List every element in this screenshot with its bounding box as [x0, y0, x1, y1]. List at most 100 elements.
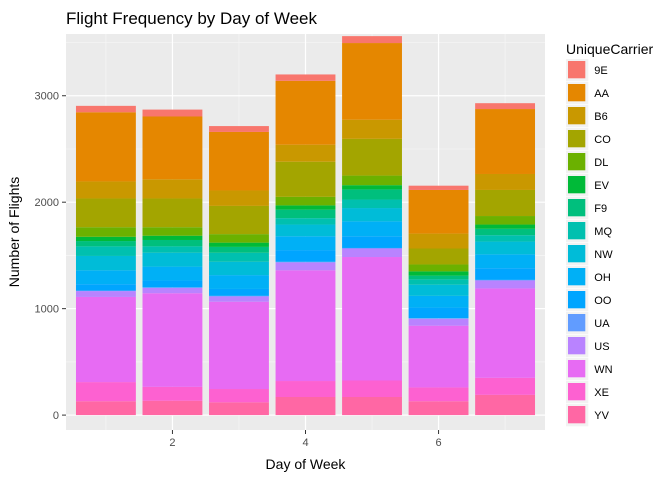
bar-segment-ev-day-2 [142, 235, 203, 240]
bar-segment-dl-day-4 [275, 196, 336, 206]
legend-swatch-mq [568, 222, 586, 240]
bar-segment-us-day-4 [275, 262, 336, 271]
legend-swatch-f9 [568, 199, 586, 217]
bar-segment-ev-day-5 [342, 185, 402, 190]
legend-label-aa: AA [594, 88, 609, 100]
x-axis: 2 4 6 [169, 430, 442, 449]
bar-segment-co-day-1 [75, 198, 136, 228]
bar-segment-xe-day-5 [342, 380, 402, 397]
bar-segment-9e-day-5 [342, 36, 402, 44]
legend-swatch-wn [568, 360, 586, 378]
x-axis-title: Day of Week [266, 456, 347, 472]
x-tick-label: 2 [169, 437, 175, 449]
bar-segment-oh-day-4 [275, 236, 336, 251]
legend-label-xe: XE [594, 387, 609, 399]
bar-segment-us-day-5 [342, 248, 402, 258]
legend-swatch-ua [568, 314, 586, 332]
y-axis-title: Number of Flights [6, 177, 22, 287]
bar-segment-oh-day-1 [75, 270, 136, 285]
bar-segment-yv-day-6 [408, 401, 469, 416]
bar-segment-co-day-6 [408, 248, 469, 265]
legend-label-wn: WN [594, 364, 612, 376]
bar-segment-xe-day-6 [408, 387, 469, 402]
bar-segment-us-day-2 [142, 287, 203, 294]
bar-segment-f9-day-5 [342, 189, 402, 200]
bar-segment-ua-day-5 [342, 247, 402, 249]
bar-segment-co-day-2 [142, 198, 203, 228]
bar-segment-mq-day-4 [275, 218, 336, 225]
legend-swatch-yv [568, 406, 586, 424]
legend-swatch-co [568, 130, 586, 148]
bar-segment-co-day-3 [209, 205, 269, 235]
bar-segment-yv-day-4 [275, 397, 336, 416]
bar-segment-co-day-5 [342, 138, 402, 176]
bar-segment-oo-day-4 [275, 250, 336, 262]
bar-segment-yv-day-3 [209, 402, 269, 416]
bar-segment-9e-day-6 [408, 185, 469, 190]
bar-segment-wn-day-2 [142, 293, 203, 387]
bar-segment-aa-day-6 [408, 189, 469, 234]
bar-segment-xe-day-7 [475, 377, 536, 395]
legend-label-oo: OO [594, 295, 612, 307]
bar-segment-f9-day-1 [75, 241, 136, 247]
bar-segment-b6-day-5 [342, 119, 402, 139]
bar-segment-aa-day-7 [475, 109, 536, 174]
y-axis: 0 1000 2000 3000 [35, 91, 66, 422]
bar-segment-mq-day-2 [142, 246, 203, 253]
bar-segment-yv-day-7 [475, 394, 536, 416]
bar-segment-f9-day-3 [209, 246, 269, 253]
y-tick-label: 0 [53, 410, 59, 422]
bar-segment-ua-day-1 [75, 290, 136, 292]
bar-segment-oo-day-5 [342, 236, 402, 248]
legend-swatch-9e [568, 61, 586, 79]
bar-segment-9e-day-4 [275, 74, 336, 81]
bar-segment-yv-day-5 [342, 397, 402, 416]
bar-segment-xe-day-3 [209, 389, 269, 403]
bar-segment-b6-day-2 [142, 179, 203, 199]
bar-segment-aa-day-5 [342, 43, 402, 120]
x-tick-label: 4 [302, 437, 308, 449]
bar-segment-ua-day-2 [142, 287, 203, 288]
bar-segment-dl-day-3 [209, 234, 269, 243]
legend-swatch-ev [568, 176, 586, 194]
chart-title: Flight Frequency by Day of Week [66, 9, 318, 28]
legend-label-dl: DL [594, 157, 608, 169]
bar-segment-aa-day-4 [275, 80, 336, 145]
y-tick-label: 1000 [35, 304, 59, 316]
bar-segment-b6-day-3 [209, 190, 269, 206]
legend-label-oh: OH [594, 272, 611, 284]
bar-segment-nw-day-1 [75, 255, 136, 271]
bar-segment-ua-day-6 [408, 318, 469, 319]
legend-swatch-oo [568, 291, 586, 309]
bar-segment-f9-day-7 [475, 228, 536, 236]
legend-swatch-aa [568, 84, 586, 102]
bar-segment-ev-day-4 [275, 205, 336, 210]
bar-segment-ev-day-7 [475, 224, 536, 229]
bar-segment-dl-day-5 [342, 175, 402, 186]
bar-segment-aa-day-2 [142, 116, 203, 180]
bar-segment-ev-day-6 [408, 271, 469, 276]
bar-segment-wn-day-7 [475, 288, 536, 378]
legend: UniqueCarrier 9E AA B6 CO DL EV F9 MQ NW OH OO UA US… [566, 41, 653, 427]
legend-swatch-b6 [568, 107, 586, 125]
legend-swatch-xe [568, 383, 586, 401]
bar-segment-us-day-1 [75, 291, 136, 297]
legend-label-nw: NW [594, 249, 613, 261]
bar-segment-yv-day-1 [75, 401, 136, 416]
bar-segment-aa-day-1 [75, 112, 136, 182]
bar-segment-9e-day-7 [475, 103, 536, 110]
bar-segment-ua-day-4 [275, 261, 336, 263]
bar-segment-co-day-4 [275, 161, 336, 197]
bar-segment-yv-day-2 [142, 400, 203, 416]
bar-segment-oo-day-2 [142, 280, 203, 288]
bar-segment-9e-day-3 [209, 126, 269, 132]
y-tick-label: 3000 [35, 91, 59, 103]
bar-segment-nw-day-4 [275, 224, 336, 237]
bar-segment-ev-day-1 [75, 236, 136, 242]
bar-segment-oh-day-5 [342, 221, 402, 237]
legend-label-us: US [594, 341, 609, 353]
legend-label-ev: EV [594, 180, 609, 192]
bar-segment-oh-day-7 [475, 254, 536, 269]
bar-segment-wn-day-6 [408, 325, 469, 388]
bar-segment-ev-day-3 [209, 242, 269, 247]
